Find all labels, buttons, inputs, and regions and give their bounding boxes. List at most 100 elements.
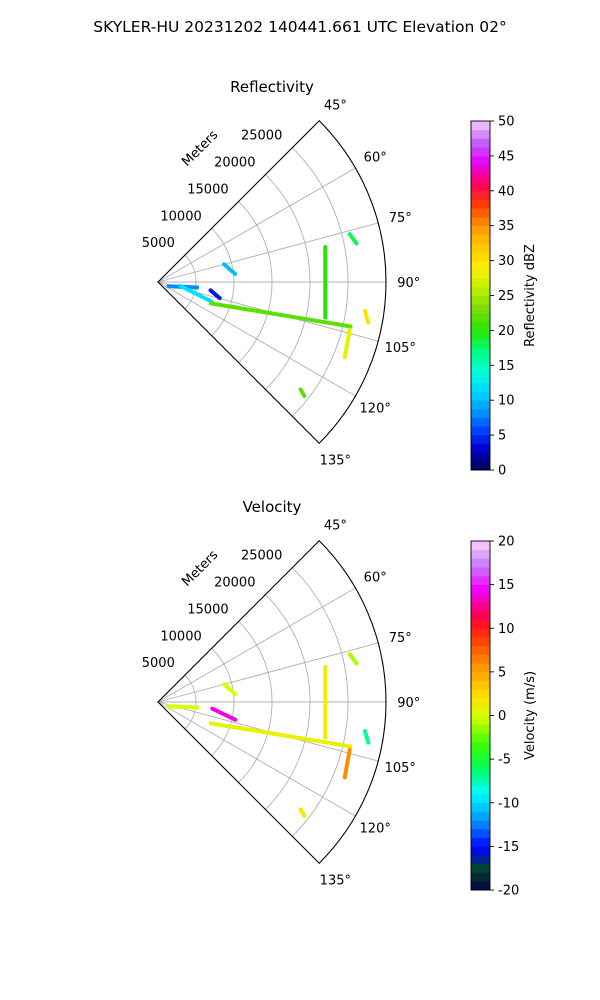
colorbar-tick-label: 15 [498,578,515,593]
colorbar-segment [471,820,490,830]
angle-tick-label: 60° [364,151,387,166]
colorbar-segment [471,382,490,392]
colorbar-tick-label: 0 [498,709,506,724]
panel-title: Reflectivity [230,78,314,96]
angle-grid-line [157,701,356,817]
radar-echo [362,729,371,745]
radial-tick-label: 10000 [160,209,201,224]
colorbar-segment [471,619,490,629]
colorbar-segment [471,802,490,812]
colorbar-segment [471,863,490,873]
colorbar-segment [471,636,490,647]
colorbar-segment [471,155,490,166]
colorbar-segment [471,173,490,183]
colorbar-segment [471,426,490,436]
colorbar-segment [471,575,490,586]
radar-echo [362,309,371,325]
angle-grid-line [157,587,356,703]
colorbar-label: Reflectivity dBZ [523,244,538,347]
colorbar-segment [471,654,490,664]
angle-tick-label: 90° [397,696,420,711]
colorbar-segment [471,312,490,323]
colorbar-segment [471,234,490,244]
angle-tick-label: 105° [385,341,416,356]
colorbar-segment [471,129,490,139]
radar-echo [342,327,352,360]
angle-tick-label: 45° [324,519,347,534]
colorbar-segment [471,846,490,856]
colorbar-segment [471,304,490,314]
angle-tick-label: 105° [385,761,416,776]
colorbar-segment [471,295,490,305]
colorbar-tick-label: 15 [498,359,515,374]
colorbar-segment [471,610,490,620]
sector-frame [157,540,387,864]
radar-echo [347,652,359,666]
colorbar-segment [471,872,490,882]
colorbar-segment [471,567,490,577]
angle-tick-label: 120° [360,401,391,416]
colorbar-segment [471,881,490,891]
radar-echo [208,721,353,749]
radial-tick-label: 15000 [187,182,228,197]
colorbar-segment [471,855,490,865]
colorbar-tick-label: 25 [498,289,515,304]
colorbar-segment [471,225,490,235]
colorbar-segment [471,776,490,786]
colorbar-segment [471,785,490,795]
colorbar-tick-label: 5 [498,665,506,680]
radar-echo [208,301,353,329]
angle-grid-line [157,167,356,283]
sector-frame [157,120,387,444]
colorbar-segment [471,689,490,699]
radial-tick-label: 10000 [160,629,201,644]
colorbar-segment [471,724,490,734]
colorbar-segment [471,417,490,427]
angle-grid-line [157,642,379,703]
colorbar-tick-label: 50 [498,115,515,130]
colorbar-segment [471,706,490,716]
radar-echo [347,232,359,246]
angle-tick-label: 120° [360,821,391,836]
figure-title: SKYLER-HU 20231202 140441.661 UTC Elevat… [93,18,507,36]
angle-grid-line [157,281,356,397]
colorbar-segment [471,365,490,375]
colorbar-tick-label: 45 [498,149,515,164]
panel-title: Velocity [243,498,302,516]
colorbar-tick-label: 30 [498,254,515,269]
angle-tick-label: 75° [389,631,412,646]
radar-echo [210,706,238,722]
colorbar-segment [471,435,490,445]
colorbar-tick-label: 20 [498,535,515,550]
colorbar-segment [471,750,490,760]
radial-tick-label: 5000 [142,236,175,251]
colorbar-segment [471,759,490,769]
colorbar-segment [471,164,490,174]
colorbar-tick-label: 5 [498,429,506,444]
radar-echo [166,704,200,710]
colorbar-segment [471,811,490,821]
colorbar-segment [471,374,490,384]
radar-echo [222,262,238,276]
colorbar-tick-label: -5 [498,753,511,768]
colorbar-segment [471,828,490,839]
colorbar-tick-label: -20 [498,884,519,899]
colorbar-segment [471,767,490,777]
colorbar-segment [471,356,490,366]
colorbar-segment [471,321,490,331]
colorbar-segment [471,182,490,192]
colorbar-segment [471,339,490,349]
colorbar-segment [471,443,490,453]
colorbar-tick-label: 35 [498,219,515,234]
radar-echo [298,807,307,819]
colorbar-segment [471,260,490,270]
colorbar-segment [471,663,490,673]
angle-grid-line [157,222,379,283]
colorbar-segment [471,286,490,296]
angle-tick-label: 60° [364,571,387,586]
colorbar-segment [471,680,490,690]
colorbar-tick-label: 0 [498,464,506,479]
colorbar-segment [471,330,490,340]
colorbar-segment [471,558,490,568]
colorbar-segment [471,452,490,462]
